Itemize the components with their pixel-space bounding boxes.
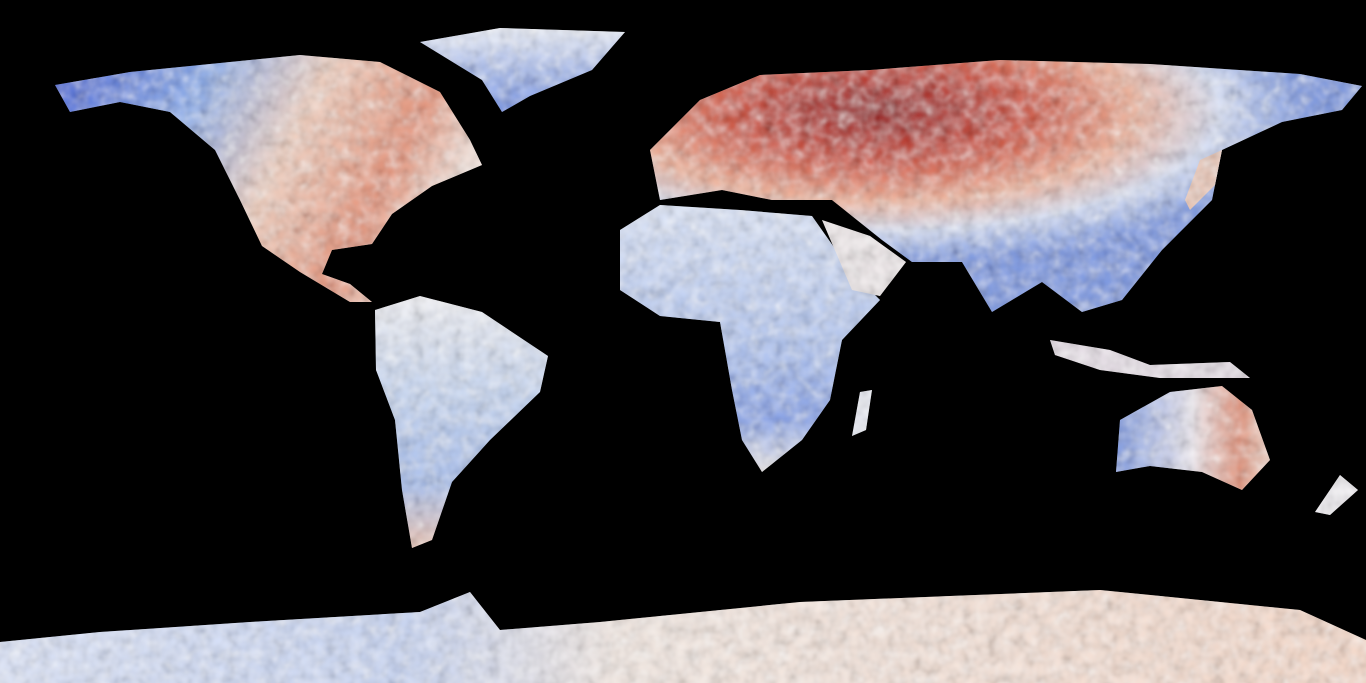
indonesia [1050,340,1250,378]
greenland [420,28,625,112]
africa [620,205,880,472]
land [0,28,1366,683]
arabia [822,220,906,296]
madagascar [852,390,872,436]
japan [1185,150,1222,210]
south-america [375,296,548,548]
new-zealand [1315,475,1358,515]
north-america [55,55,482,302]
eurasia [650,60,1362,312]
antarctica [0,590,1366,683]
australia [1116,386,1270,490]
